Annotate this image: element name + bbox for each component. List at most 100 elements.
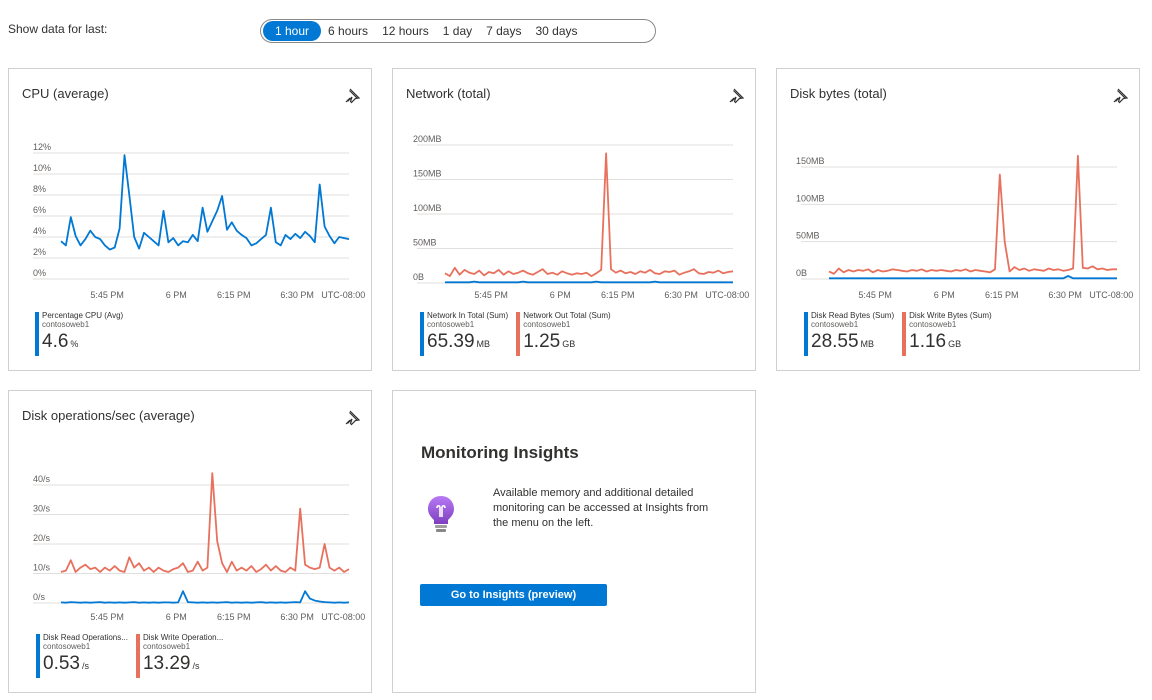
- y-tick-label: 40/s: [33, 474, 51, 484]
- time-option-1-day[interactable]: 1 day: [442, 24, 473, 38]
- y-tick-label: 100MB: [796, 193, 825, 203]
- series-line: [828, 154, 1117, 275]
- legend-metric-name: Disk Write Operation...: [142, 633, 224, 642]
- legend-metric-name: Network In Total (Sum): [427, 311, 509, 320]
- x-tick-label: 6:15 PM: [601, 290, 635, 300]
- y-tick-label: 100MB: [413, 203, 442, 213]
- network-chart: 0B 50MB 100MB 150MB 200MB 5:45 PM 6 PM 6:15 PM 6…: [413, 134, 749, 300]
- x-tick-label: 5:45 PM: [858, 290, 892, 300]
- legend-unit: %: [70, 339, 79, 349]
- insights-title: Monitoring Insights: [421, 443, 579, 462]
- y-tick-label: 50MB: [413, 238, 437, 248]
- legend-resource: contosoweb1: [43, 642, 91, 651]
- disk-bytes-tile[interactable]: Disk bytes (total) 0B 50MB 100MB 150MB 5:45 …: [776, 68, 1140, 371]
- x-tick-label: 6 PM: [550, 290, 571, 300]
- legend-item[interactable]: Disk Write Bytes (Sum) contosoweb1 1.16 G…: [902, 311, 992, 356]
- pin-icon[interactable]: [1111, 87, 1129, 105]
- x-tick-label: UTC-08:00: [705, 290, 749, 300]
- y-tick-label: 6%: [33, 205, 46, 215]
- time-range-label: Show data for last:: [8, 22, 108, 36]
- tile-title: Network (total): [406, 86, 491, 101]
- x-tick-label: 6:15 PM: [985, 290, 1019, 300]
- y-tick-label: 0B: [796, 268, 807, 278]
- x-tick-label: 6:15 PM: [217, 612, 251, 622]
- disk-bytes-legend: Disk Read Bytes (Sum) contosoweb1 28.55 M…: [804, 311, 1000, 356]
- y-tick-label: 30/s: [33, 504, 51, 514]
- network-tile[interactable]: Network (total) 0B 50MB 100MB 150MB 200MB 5:4…: [392, 68, 756, 371]
- legend-unit: /s: [81, 661, 89, 671]
- x-tick-label: 6:15 PM: [217, 290, 251, 300]
- y-tick-label: 0B: [413, 272, 424, 282]
- series-line: [445, 280, 733, 284]
- cpu-legend: Percentage CPU (Avg) contosoweb1 4.6%: [35, 311, 131, 356]
- x-tick-label: 6 PM: [166, 290, 187, 300]
- series-line: [60, 590, 350, 604]
- x-tick-label: 5:45 PM: [90, 290, 124, 300]
- disk-operations-tile[interactable]: Disk operations/sec (average) 0/s 10/s 20/…: [8, 390, 372, 693]
- legend-unit: MB: [860, 339, 875, 349]
- time-option-30-days[interactable]: 30 days: [535, 24, 578, 38]
- x-tick-label: 6:30 PM: [280, 290, 314, 300]
- y-tick-label: 50MB: [796, 231, 820, 241]
- y-tick-label: 20/s: [33, 533, 51, 543]
- series-line: [829, 275, 1117, 280]
- legend-value: 0.53: [43, 653, 80, 674]
- y-tick-label: 10%: [33, 163, 51, 173]
- y-tick-label: 10/s: [33, 563, 51, 573]
- series-line: [60, 472, 350, 573]
- tile-title: Disk operations/sec (average): [22, 408, 195, 423]
- legend-item[interactable]: Network In Total (Sum) contosoweb1 65.39…: [420, 311, 508, 356]
- series-line: [60, 154, 350, 251]
- disk-bytes-chart: 0B 50MB 100MB 150MB 5:45 PM 6 PM 6:15 PM 6:30 P…: [796, 154, 1133, 300]
- legend-unit: /s: [192, 661, 200, 671]
- legend-item[interactable]: Network Out Total (Sum) contosoweb1 1.25…: [516, 311, 611, 356]
- legend-resource: contosoweb1: [523, 320, 571, 329]
- legend-color-bar: [135, 634, 140, 678]
- y-tick-label: 4%: [33, 226, 46, 236]
- x-tick-label: 6:30 PM: [280, 612, 314, 622]
- cpu-tile[interactable]: CPU (average) 0% 2% 4% 6% 8% 10% 12% 5:45 PM 6 P…: [8, 68, 372, 371]
- insights-description: Available memory and additional detailed…: [493, 487, 709, 529]
- lightbulb-icon: [428, 496, 454, 532]
- pin-icon[interactable]: [727, 87, 745, 105]
- legend-resource: contosoweb1: [811, 320, 859, 329]
- x-tick-label: UTC-08:00: [321, 290, 365, 300]
- y-tick-label: 150MB: [413, 169, 442, 179]
- legend-metric-name: Disk Write Bytes (Sum): [909, 311, 992, 320]
- y-tick-label: 200MB: [413, 134, 442, 144]
- x-tick-label: 6:30 PM: [1048, 290, 1082, 300]
- pin-icon[interactable]: [343, 87, 361, 105]
- y-tick-label: 0/s: [33, 592, 46, 602]
- series-line: [444, 152, 734, 278]
- legend-item[interactable]: Disk Write Operation... contosoweb1 13.2…: [135, 633, 224, 678]
- legend-resource: contosoweb1: [427, 320, 475, 329]
- legend-item[interactable]: Disk Read Operations... contosoweb1 0.53…: [36, 633, 128, 678]
- legend-value: 1.16: [909, 331, 947, 352]
- legend-color-bar: [902, 312, 907, 356]
- time-option-12-hours[interactable]: 12 hours: [382, 24, 429, 38]
- time-option-7-days[interactable]: 7 days: [486, 24, 522, 38]
- legend-metric-name: Disk Read Operations...: [43, 633, 128, 642]
- pin-icon[interactable]: [343, 409, 361, 427]
- legend-item[interactable]: Percentage CPU (Avg) contosoweb1 4.6%: [35, 311, 123, 356]
- cpu-chart: 0% 2% 4% 6% 8% 10% 12% 5:45 PM 6 PM 6:15 PM 6:30 P…: [33, 142, 365, 300]
- legend-value: 1.25: [523, 331, 561, 352]
- legend-color-bar: [36, 634, 40, 678]
- legend-resource: contosoweb1: [909, 320, 957, 329]
- legend-value: 65.39: [427, 331, 475, 352]
- legend-value: 4.6: [42, 331, 69, 352]
- y-tick-label: 8%: [33, 184, 46, 194]
- x-tick-label: 6 PM: [166, 612, 187, 622]
- time-option-1-hour[interactable]: 1 hour: [263, 21, 322, 41]
- legend-item[interactable]: Disk Read Bytes (Sum) contosoweb1 28.55 M…: [804, 311, 894, 356]
- x-tick-label: 6 PM: [934, 290, 955, 300]
- disk-operations-legend: Disk Read Operations... contosoweb1 0.53…: [36, 633, 231, 678]
- legend-metric-name: Percentage CPU (Avg): [42, 311, 124, 320]
- network-legend: Network In Total (Sum) contosoweb1 65.39…: [420, 311, 619, 356]
- x-tick-label: 5:45 PM: [90, 612, 124, 622]
- legend-resource: contosoweb1: [42, 320, 90, 329]
- legend-unit: MB: [476, 339, 491, 349]
- go-to-insights-button[interactable]: Go to Insights (preview): [420, 584, 607, 606]
- time-range-selector: 1 hour 6 hours 12 hours 1 day 7 days 30 …: [260, 19, 656, 43]
- time-option-6-hours[interactable]: 6 hours: [328, 24, 369, 38]
